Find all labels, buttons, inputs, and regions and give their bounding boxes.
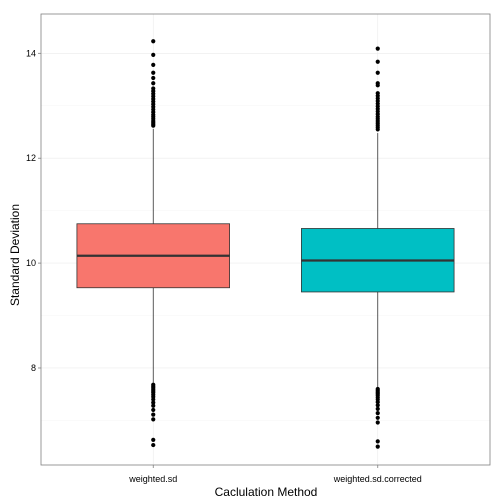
- outlier-point: [151, 39, 156, 44]
- outlier-point: [151, 397, 156, 402]
- outlier-point: [375, 406, 380, 411]
- outlier-point: [151, 62, 156, 67]
- plot-marks: [76, 39, 455, 449]
- outlier-point: [375, 83, 380, 88]
- outlier-point: [151, 81, 156, 86]
- outlier-point: [375, 399, 380, 405]
- outlier-point: [375, 415, 380, 420]
- outlier-point: [151, 403, 156, 408]
- outlier-point: [375, 410, 380, 416]
- outlier-point: [151, 52, 156, 58]
- outlier-point: [151, 123, 156, 128]
- outlier-point: [151, 417, 156, 422]
- outlier-point: [151, 412, 156, 417]
- outlier-point: [375, 127, 380, 132]
- x-tick-label: weighted.sd.corrected: [333, 474, 422, 484]
- y-tick-label: 12: [26, 153, 36, 163]
- outlier-point: [375, 439, 380, 444]
- y-tick-label: 14: [26, 48, 36, 58]
- outlier-point: [151, 70, 156, 75]
- outlier-point: [151, 407, 156, 413]
- outlier-point: [375, 403, 380, 408]
- outlier-point: [151, 437, 156, 442]
- outlier-point: [375, 59, 380, 64]
- outlier-point: [375, 46, 380, 51]
- outlier-point: [151, 400, 156, 405]
- x-axis-title: Caclulation Method: [215, 485, 318, 499]
- axes: 8 10 12 14 weighted.sd weighted.sd.corrected: [26, 48, 422, 484]
- plot-panel-border: [40, 13, 491, 466]
- y-tick-label: 10: [26, 258, 36, 268]
- y-tick-label: 8: [31, 363, 36, 373]
- outlier-point: [375, 444, 380, 449]
- x-tick-label: weighted.sd: [128, 474, 177, 484]
- outlier-point: [375, 70, 380, 75]
- outlier-point: [151, 75, 156, 81]
- outlier-point: [151, 442, 156, 448]
- outlier-point: [375, 420, 380, 425]
- y-axis-title: Standard Deviation: [8, 204, 22, 306]
